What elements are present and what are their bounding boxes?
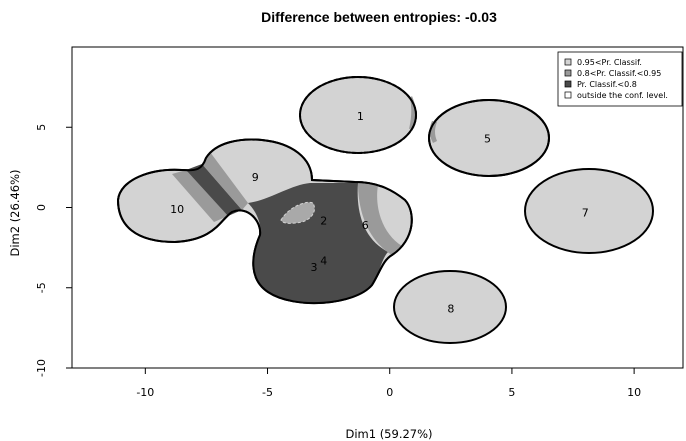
legend-label-low: Pr. Classif.<0.8 (577, 80, 637, 89)
legend-label-outside: outside the conf. level. (577, 91, 668, 100)
cluster-region-8 (393, 270, 507, 344)
cluster-label-7: 7 (582, 206, 589, 219)
legend-label-mid: 0.8<Pr. Classif.<0.95 (577, 69, 661, 78)
cluster-region-merged (116, 138, 413, 305)
legend-swatch-low (564, 80, 572, 88)
y-axis-label: Dim2 (26.46%) (8, 169, 22, 256)
y-tick-label: 0 (35, 204, 48, 211)
cluster-label-10: 10 (170, 203, 184, 216)
cluster-label-3: 3 (310, 261, 317, 274)
cluster-region-7 (524, 168, 654, 254)
chart-title: Difference between entropies: -0.03 (261, 9, 497, 25)
axes: -10 -5 0 5 10 -10 -5 0 5 (35, 124, 641, 399)
y-tick-label: -5 (35, 282, 48, 293)
legend-swatch-outside (564, 91, 572, 99)
cluster-labels: 1 5 7 8 9 10 2 6 3 4 (170, 110, 589, 316)
cluster-label-4: 4 (320, 254, 327, 267)
x-axis-label: Dim1 (59.27%) (345, 427, 432, 441)
x-tick-label: 10 (627, 386, 641, 399)
cluster-label-6: 6 (362, 219, 369, 232)
cluster-label-2: 2 (320, 214, 327, 227)
x-tick-label: -10 (136, 386, 154, 399)
legend-label-high: 0.95<Pr. Classif. (577, 58, 642, 67)
cluster-label-1: 1 (357, 110, 364, 123)
x-tick-label: -5 (262, 386, 273, 399)
cluster-label-9: 9 (252, 171, 259, 184)
cluster-regions (116, 76, 654, 344)
legend-swatch-mid (564, 69, 572, 77)
legend: 0.95<Pr. Classif. 0.8<Pr. Classif.<0.95 … (557, 51, 683, 107)
y-tick-label: 5 (35, 124, 48, 131)
cluster-label-5: 5 (484, 132, 491, 145)
legend-box (557, 51, 683, 107)
cluster-label-8: 8 (447, 303, 454, 316)
x-tick-label: 0 (386, 386, 393, 399)
cluster-region-1 (299, 76, 417, 154)
legend-swatch-high (564, 58, 572, 66)
cluster-region-5 (428, 99, 550, 177)
y-tick-label: -10 (35, 359, 48, 377)
x-tick-label: 5 (508, 386, 515, 399)
